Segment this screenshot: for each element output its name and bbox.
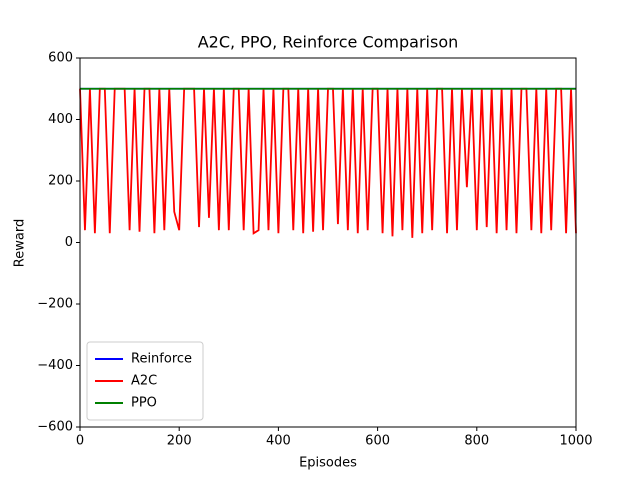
x-axis-label: Episodes (299, 456, 357, 471)
y-tick-label: 400 (48, 112, 73, 127)
x-tick-label: 0 (76, 434, 84, 449)
x-tick-label: 1000 (559, 434, 592, 449)
y-tick-label: 200 (48, 174, 73, 189)
x-tick-label: 600 (365, 434, 390, 449)
series-line (79, 87, 577, 238)
y-tick-label: −200 (37, 297, 73, 312)
legend-label: PPO (131, 396, 157, 411)
chart-title: A2C, PPO, Reinforce Comparison (198, 33, 459, 52)
legend-label: A2C (131, 374, 157, 389)
plot-area (79, 87, 577, 238)
x-tick-label: 800 (464, 434, 489, 449)
legend: Reinforce A2C PPO (86, 341, 204, 421)
y-tick-label: 600 (48, 51, 73, 66)
x-tick-label: 400 (266, 434, 291, 449)
y-axis-label: Reward (13, 219, 28, 267)
legend-box (86, 341, 204, 421)
y-tick-label: −600 (37, 420, 73, 435)
legend-label: Reinforce (131, 352, 192, 367)
y-tick-label: 0 (65, 235, 73, 250)
y-tick-label: −400 (37, 358, 73, 373)
x-tick-label: 200 (167, 434, 192, 449)
